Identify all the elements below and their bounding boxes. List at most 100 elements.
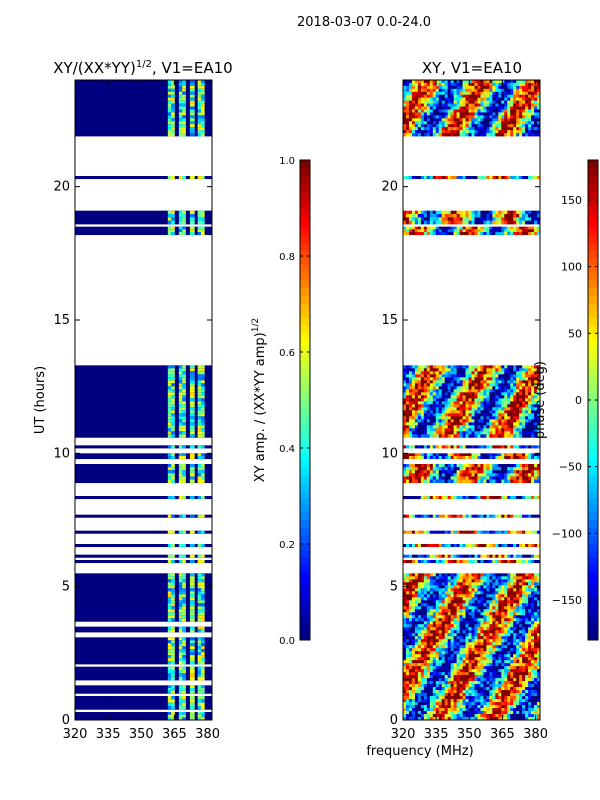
phase-cell [528, 395, 532, 399]
phase-cell [435, 711, 440, 715]
phase-cell [513, 708, 517, 712]
amplitude-cell [167, 696, 172, 700]
phase-cell [477, 576, 481, 580]
colorbar-segment [300, 445, 310, 453]
phase-cell [492, 573, 496, 577]
phase-cell [432, 693, 437, 697]
phase-cell [426, 690, 431, 694]
phase-cell [420, 496, 425, 500]
phase-cell [438, 453, 443, 457]
phase-cell [492, 612, 496, 616]
y-tick-label: 10 [53, 446, 70, 461]
amplitude-cell [167, 646, 172, 650]
amplitude-band-background [75, 699, 212, 704]
amplitude-cell [171, 176, 175, 180]
amplitude-cell [171, 597, 175, 601]
phase-cell [498, 560, 502, 564]
phase-cell [501, 666, 505, 670]
phase-cell [414, 705, 419, 709]
phase-cell [537, 645, 541, 649]
phase-cell [525, 627, 529, 631]
phase-cell [408, 416, 413, 420]
phase-cell [537, 576, 541, 580]
phase-cell [411, 473, 416, 477]
amplitude-cell [171, 594, 175, 598]
phase-cell [441, 419, 446, 423]
phase-cell [510, 496, 514, 500]
phase-cell [534, 711, 538, 715]
phase-cell [504, 588, 508, 592]
phase-cell [462, 666, 466, 670]
phase-cell [522, 675, 526, 679]
phase-cell [519, 445, 523, 449]
phase-cell [465, 675, 469, 679]
phase-cell [405, 464, 410, 468]
phase-cell [513, 609, 517, 613]
amplitude-cell [178, 514, 183, 518]
phase-cell [435, 456, 440, 460]
phase-cell [489, 645, 493, 649]
phase-cell [432, 591, 437, 595]
phase-cell [408, 627, 413, 631]
phase-cell [489, 530, 493, 534]
phase-cell [438, 687, 443, 691]
phase-cell [411, 591, 416, 595]
phase-cell [513, 648, 517, 652]
phase-cell [429, 407, 434, 411]
phase-cell [408, 386, 413, 390]
phase-cell [465, 678, 469, 682]
phase-cell [438, 597, 443, 601]
phase-cell [447, 669, 452, 673]
phase-cell [507, 675, 511, 679]
phase-cell [408, 693, 413, 697]
phase-cell [501, 717, 505, 721]
phase-cell [423, 425, 428, 429]
phase-cell [516, 514, 520, 518]
phase-cell [495, 416, 499, 420]
phase-cell [522, 666, 526, 670]
amplitude-cell [182, 386, 186, 390]
phase-cell [528, 615, 532, 619]
phase-cell [498, 395, 502, 399]
amplitude-cell [182, 368, 186, 372]
phase-cell [528, 603, 532, 607]
right-panel-title: XY, V1=EA10 [422, 59, 522, 77]
phase-cell [403, 573, 407, 577]
phase-cell [477, 621, 481, 625]
phase-cell [465, 618, 469, 622]
phase-cell [534, 612, 538, 616]
phase-cell [426, 416, 431, 420]
phase-cell [403, 560, 407, 564]
phase-cell [474, 422, 478, 426]
amplitude-cell [189, 428, 195, 432]
phase-cell [462, 464, 466, 468]
amplitude-cell [171, 445, 175, 449]
phase-cell [411, 621, 416, 625]
phase-cell [501, 407, 505, 411]
phase-cell [450, 624, 455, 628]
phase-cell [432, 630, 437, 634]
amplitude-cell [171, 661, 175, 665]
amplitude-band-background [75, 606, 212, 610]
amplitude-cell [182, 579, 186, 583]
phase-cell [420, 714, 425, 718]
phase-cell [468, 594, 472, 598]
amplitude-cell [171, 554, 175, 558]
phase-cell [468, 678, 472, 682]
phase-cell [444, 627, 449, 631]
phase-cell [501, 428, 505, 432]
phase-cell [471, 464, 475, 468]
amplitude-cell [171, 496, 175, 500]
phase-cell [411, 365, 416, 369]
phase-cell [456, 422, 460, 426]
phase-cell [453, 467, 458, 471]
phase-cell [486, 473, 490, 477]
phase-cell [408, 445, 413, 449]
phase-cell [525, 684, 529, 688]
phase-cell [435, 624, 440, 628]
phase-cell [444, 514, 449, 518]
phase-cell [492, 615, 496, 619]
phase-cell [459, 368, 463, 372]
phase-cell [438, 705, 443, 709]
phase-cell [492, 579, 496, 583]
